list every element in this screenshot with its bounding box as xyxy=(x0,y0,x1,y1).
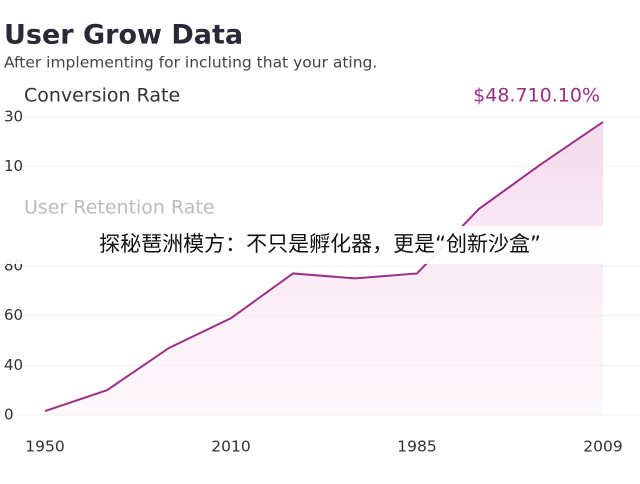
overlay-caption: 探秘琶洲模方：不只是孵化器，更是“创新沙盒” xyxy=(99,232,541,256)
faded-label: User Retention Rate xyxy=(24,197,215,219)
y-tick-label: 60 xyxy=(4,306,23,324)
series-label: Conversion Rate xyxy=(24,85,180,107)
headline-value: $48.710.10% xyxy=(473,85,600,107)
x-tick-label: 2009 xyxy=(583,438,622,456)
line xyxy=(44,121,604,412)
x-tick-label: 2010 xyxy=(211,438,250,456)
chart-subtitle: After implementing for incluting that yo… xyxy=(4,54,377,72)
chart-title: User Grow Data xyxy=(4,20,243,51)
y-tick-label: 40 xyxy=(4,356,23,374)
x-tick-label: 1985 xyxy=(397,438,436,456)
y-tick-label: 0 xyxy=(4,406,14,424)
x-tick-label: 1950 xyxy=(25,438,64,456)
area xyxy=(45,121,603,415)
caption-band xyxy=(0,226,640,264)
y-tick-label: 30 xyxy=(4,108,23,126)
y-tick-label: 10 xyxy=(4,157,23,175)
